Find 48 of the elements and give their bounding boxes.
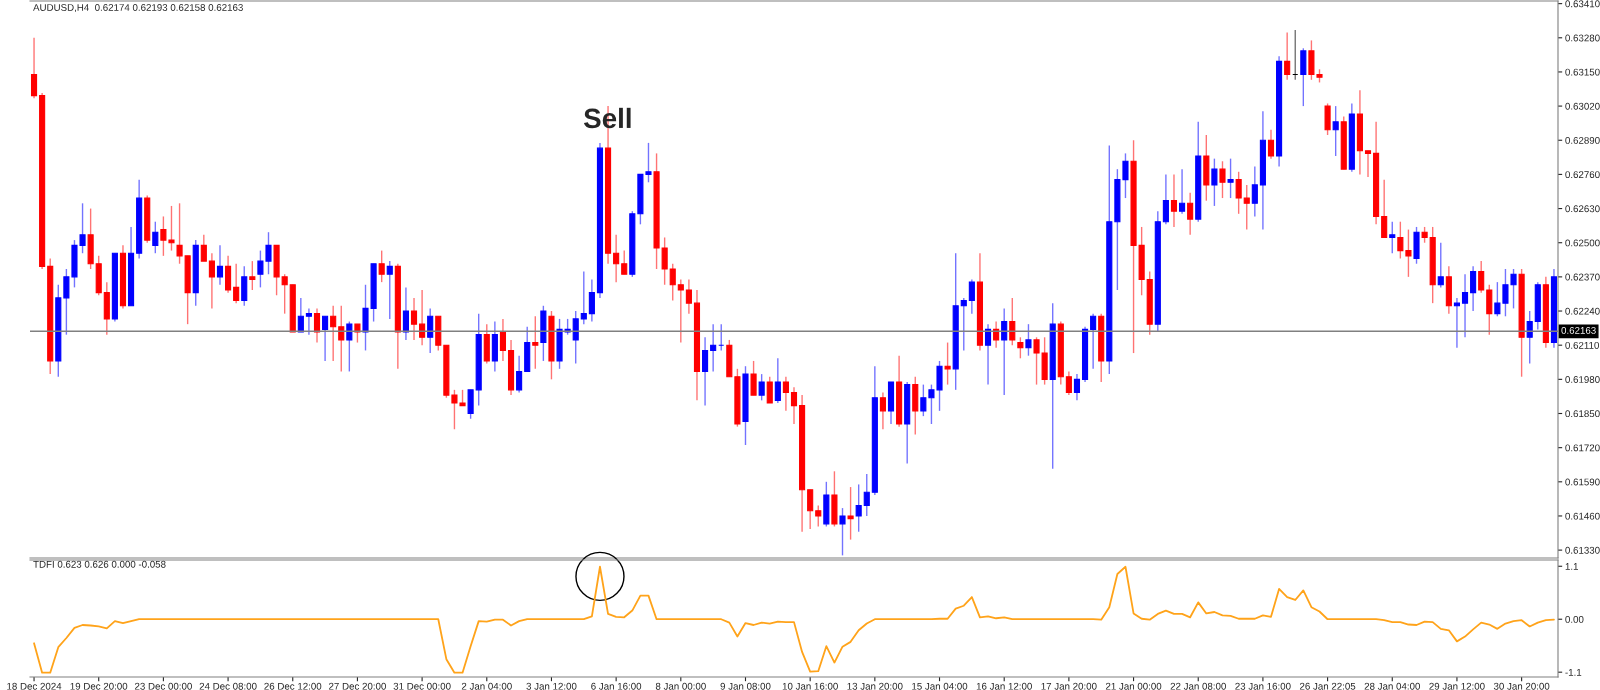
x-tick-label: 2 Jan 04:00	[461, 682, 512, 690]
y-tick-label: 0.63410	[1565, 0, 1600, 8]
x-tick-label: 31 Dec 00:00	[393, 682, 451, 690]
y-tick-label: 1.1	[1565, 563, 1578, 570]
y-tick-label: 0.62240	[1565, 307, 1600, 315]
y-tick-label: 0.61720	[1565, 444, 1600, 452]
x-tick-label: 24 Dec 08:00	[199, 682, 257, 690]
chart-title: AUDUSD,H4 0.62174 0.62193 0.62158 0.62163	[33, 4, 243, 13]
x-tick-label: 21 Jan 00:00	[1105, 682, 1162, 690]
y-tick-label: 0.62110	[1565, 341, 1599, 349]
annotation: Sell	[583, 107, 631, 129]
y-tick-label: 0.61460	[1565, 512, 1600, 520]
x-tick-label: 27 Dec 20:00	[329, 682, 386, 690]
y-tick-label: 0.61590	[1565, 478, 1600, 486]
x-tick-label: 30 Jan 20:00	[1493, 682, 1550, 690]
y-tick-label: 0.63020	[1565, 102, 1600, 110]
x-tick-label: 26 Jan 22:05	[1299, 682, 1356, 690]
x-tick-label: 28 Jan 04:00	[1364, 682, 1420, 690]
y-tick-label: 0.63150	[1565, 68, 1600, 76]
y-tick-label: 0.62760	[1565, 171, 1600, 179]
x-tick-label: 22 Jan 08:00	[1170, 682, 1226, 690]
x-tick-label: 23 Dec 00:00	[134, 682, 192, 690]
y-tick-label: 0.00	[1565, 615, 1584, 623]
y-tick-label: 0.62890	[1565, 136, 1600, 144]
x-tick-label: 10 Jan 16:00	[782, 682, 838, 690]
y-tick-label: 0.61330	[1565, 546, 1600, 554]
x-tick-label: 26 Dec 12:00	[264, 682, 322, 690]
x-tick-label: 29 Jan 12:00	[1429, 682, 1485, 690]
x-tick-label: 8 Jan 00:00	[655, 682, 706, 690]
y-tick-label: 0.63280	[1565, 34, 1600, 42]
y-tick-label: 0.61850	[1565, 410, 1600, 418]
x-tick-label: 19 Dec 20:00	[70, 682, 128, 690]
x-tick-label: 15 Jan 04:00	[912, 682, 968, 690]
y-tick-label: 0.61980	[1565, 376, 1600, 383]
x-tick-label: 16 Jan 12:00	[976, 682, 1032, 690]
y-tick-label: 0.62630	[1565, 205, 1600, 213]
x-tick-label: 23 Jan 16:00	[1235, 682, 1291, 690]
x-tick-label: 9 Jan 08:00	[720, 682, 771, 690]
x-tick-label: 13 Jan 20:00	[847, 682, 903, 690]
chart-title: TDFI 0.623 0.626 0.000 -0.058	[33, 560, 166, 568]
x-tick-label: 6 Jan 16:00	[591, 682, 642, 690]
x-tick-label: 17 Jan 20:00	[1041, 682, 1097, 690]
x-tick-label: 18 Dec 2024	[7, 682, 62, 690]
y-tick-label: 0.62500	[1565, 239, 1600, 247]
x-tick-label: 3 Jan 12:00	[526, 682, 577, 690]
ref-line-label: 0.62163	[1561, 326, 1596, 334]
y-tick-label: -1.1	[1565, 669, 1582, 676]
y-tick-label: 0.62370	[1565, 273, 1600, 281]
